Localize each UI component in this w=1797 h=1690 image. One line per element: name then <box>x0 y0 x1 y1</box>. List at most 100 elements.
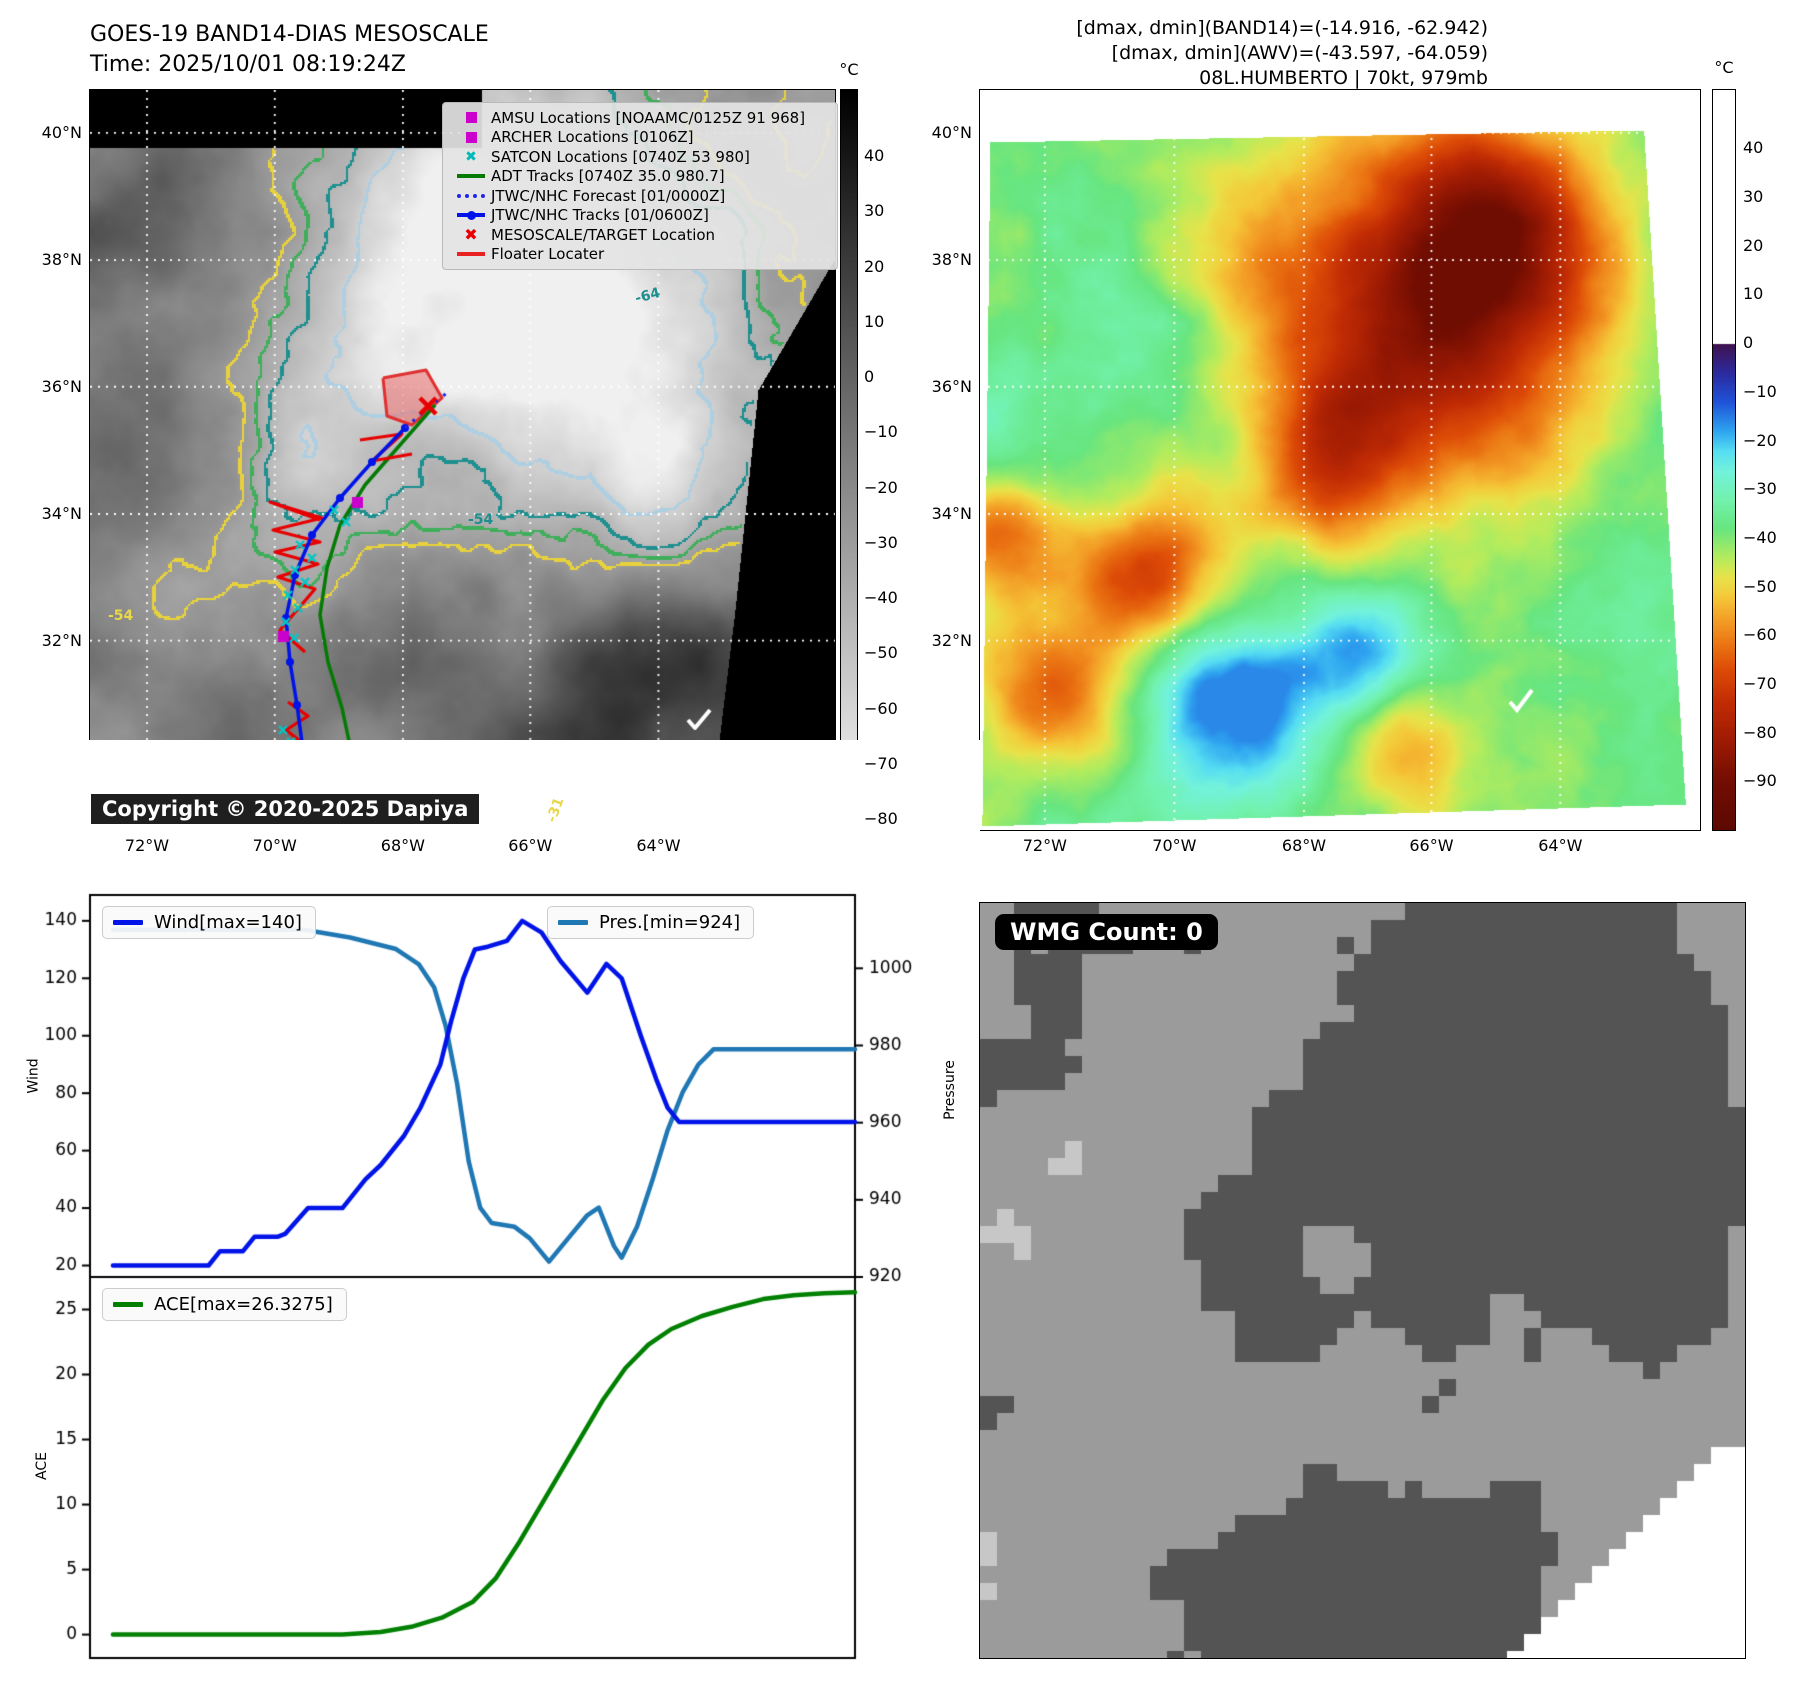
contour-value-label: -54 <box>468 512 494 528</box>
legend-item: ✖ SATCON Locations [0740Z 53 980] <box>451 147 829 167</box>
band14-title-block: GOES-19 BAND14-DIAS MESOSCALE Time: 2025… <box>90 20 489 80</box>
awv-colorbar <box>1712 89 1736 831</box>
band14-colorbar-unit: °C <box>839 60 859 79</box>
tick-label: −60 <box>1743 625 1777 645</box>
legend-item-label: ADT Tracks [0740Z 35.0 980.7] <box>491 167 725 186</box>
wind-axis-label: Wind <box>25 1058 42 1094</box>
legend-item-label: SATCON Locations [0740Z 53 980] <box>491 147 750 166</box>
tick-label: 40°N <box>931 122 972 142</box>
tick-label: 66°W <box>1409 836 1454 855</box>
tick-label: 70°W <box>1152 836 1197 855</box>
tick-label: 68°W <box>1281 836 1327 855</box>
awv-satellite-map-canvas <box>979 89 1701 831</box>
ace-legend-label: ACE[max=26.3275] <box>154 1294 333 1315</box>
tick-label: 30 <box>1743 187 1764 207</box>
band14-title: GOES-19 BAND14-DIAS MESOSCALE <box>90 22 489 47</box>
dmax-dmin-band14: [dmax, dmin](BAND14)=(-14.916, -62.942) <box>1076 17 1488 39</box>
tick-label: 70°W <box>252 836 297 855</box>
tick-label: −90 <box>1743 771 1777 791</box>
tick-label: 34°N <box>41 504 82 524</box>
wind-pres-ace-chart-canvas <box>0 740 980 1690</box>
band14-colorbar <box>840 89 858 831</box>
wmg-mask-canvas <box>979 902 1746 1659</box>
tick-label: 40 <box>1743 138 1764 158</box>
square-marker-icon <box>451 131 491 143</box>
tick-label: −40 <box>864 588 898 608</box>
tick-label: 10 <box>1743 284 1764 304</box>
legend-item: ✖ MESOSCALE/TARGET Location <box>451 225 829 245</box>
band14-map-legend: AMSU Locations [NOAAMC/0125Z 91 968] ARCH… <box>442 102 838 270</box>
ace-axis-label: ACE <box>33 1452 50 1480</box>
band14-timestamp: Time: 2025/10/01 08:19:24Z <box>90 52 406 77</box>
wind-legend-label: Wind[max=140] <box>154 912 302 933</box>
x-marker-icon: ✖ <box>465 148 477 165</box>
tick-label: 36°N <box>41 376 82 396</box>
dmax-dmin-awv: [dmax, dmin](AWV)=(-43.597, -64.059) <box>1111 42 1488 64</box>
tick-label: 68°W <box>380 836 425 855</box>
tick-label: 72°W <box>1022 836 1067 855</box>
tick-label: −30 <box>864 532 898 552</box>
tick-label: 40°N <box>41 122 82 142</box>
ace-legend: ACE[max=26.3275] <box>102 1288 347 1321</box>
pressure-legend-label: Pres.[min=924] <box>599 912 741 933</box>
contour-value-label: -54 <box>108 608 134 624</box>
tick-label: 10 <box>864 311 885 331</box>
legend-item-label: JTWC/NHC Tracks [01/0600Z] <box>491 206 709 225</box>
tick-label: −50 <box>1743 576 1777 596</box>
awv-colorbar-unit: °C <box>1714 58 1734 77</box>
tick-label: 40 <box>864 146 885 166</box>
tick-label: −80 <box>1743 722 1777 742</box>
tick-label: 0 <box>1743 333 1754 353</box>
tick-label: 32°N <box>931 630 972 650</box>
tick-label: 72°W <box>124 836 170 855</box>
line-dot-marker-icon <box>451 210 491 220</box>
tick-label: 0 <box>864 367 875 387</box>
legend-item: ARCHER Locations [0106Z] <box>451 128 829 148</box>
dotted-marker-icon <box>451 193 491 198</box>
tick-label: 36°N <box>931 376 972 396</box>
legend-item-label: JTWC/NHC Forecast [01/0000Z] <box>491 186 726 205</box>
pressure-legend-swatch <box>558 920 588 925</box>
storm-annotation-block: [dmax, dmin](BAND14)=(-14.916, -62.942) … <box>1000 16 1488 91</box>
tick-label: 20 <box>864 256 885 276</box>
storm-id-intensity: 08L.HUMBERTO | 70kt, 979mb <box>1199 67 1488 89</box>
tick-label: −20 <box>864 477 898 497</box>
pressure-legend: Pres.[min=924] <box>547 906 755 939</box>
legend-item: ADT Tracks [0740Z 35.0 980.7] <box>451 167 829 187</box>
tick-label: −80 <box>864 808 898 828</box>
legend-item: JTWC/NHC Forecast [01/0000Z] <box>451 186 829 206</box>
tick-label: 30 <box>864 201 885 221</box>
tick-label: −60 <box>864 698 898 718</box>
line-marker-icon <box>451 174 491 179</box>
legend-item-label: AMSU Locations [NOAAMC/0125Z 91 968] <box>491 108 806 127</box>
square-marker-icon <box>451 112 491 124</box>
wind-legend-swatch <box>113 920 143 925</box>
tick-label: 66°W <box>508 836 553 855</box>
tick-label: −70 <box>1743 673 1777 693</box>
tick-label: −10 <box>864 422 898 442</box>
tick-label: 34°N <box>931 504 972 524</box>
tick-label: −40 <box>1743 527 1777 547</box>
copyright-watermark: Copyright © 2020-2025 Dapiya <box>91 794 480 824</box>
legend-item: Floater Locater <box>451 245 829 265</box>
tick-label: −20 <box>1743 430 1777 450</box>
tick-label: 32°N <box>41 630 82 650</box>
legend-item-label: MESOSCALE/TARGET Location <box>491 225 716 244</box>
tick-label: −30 <box>1743 479 1777 499</box>
legend-item-label: ARCHER Locations [0106Z] <box>491 128 694 147</box>
tick-label: 64°W <box>1538 836 1583 855</box>
tick-label: 20 <box>1743 235 1764 255</box>
tick-label: −10 <box>1743 381 1777 401</box>
pressure-axis-label: Pressure <box>941 1060 958 1120</box>
line-marker-icon <box>451 252 491 257</box>
tick-label: −70 <box>864 753 898 773</box>
legend-item: AMSU Locations [NOAAMC/0125Z 91 968] <box>451 108 829 128</box>
tick-label: 38°N <box>931 250 972 270</box>
tick-label: 64°W <box>636 836 681 855</box>
tick-label: 38°N <box>41 250 82 270</box>
x-bold-marker-icon: ✖ <box>464 225 478 245</box>
legend-item: JTWC/NHC Tracks [01/0600Z] <box>451 206 829 226</box>
ace-legend-swatch <box>113 1302 143 1307</box>
legend-item-label: Floater Locater <box>491 245 605 264</box>
